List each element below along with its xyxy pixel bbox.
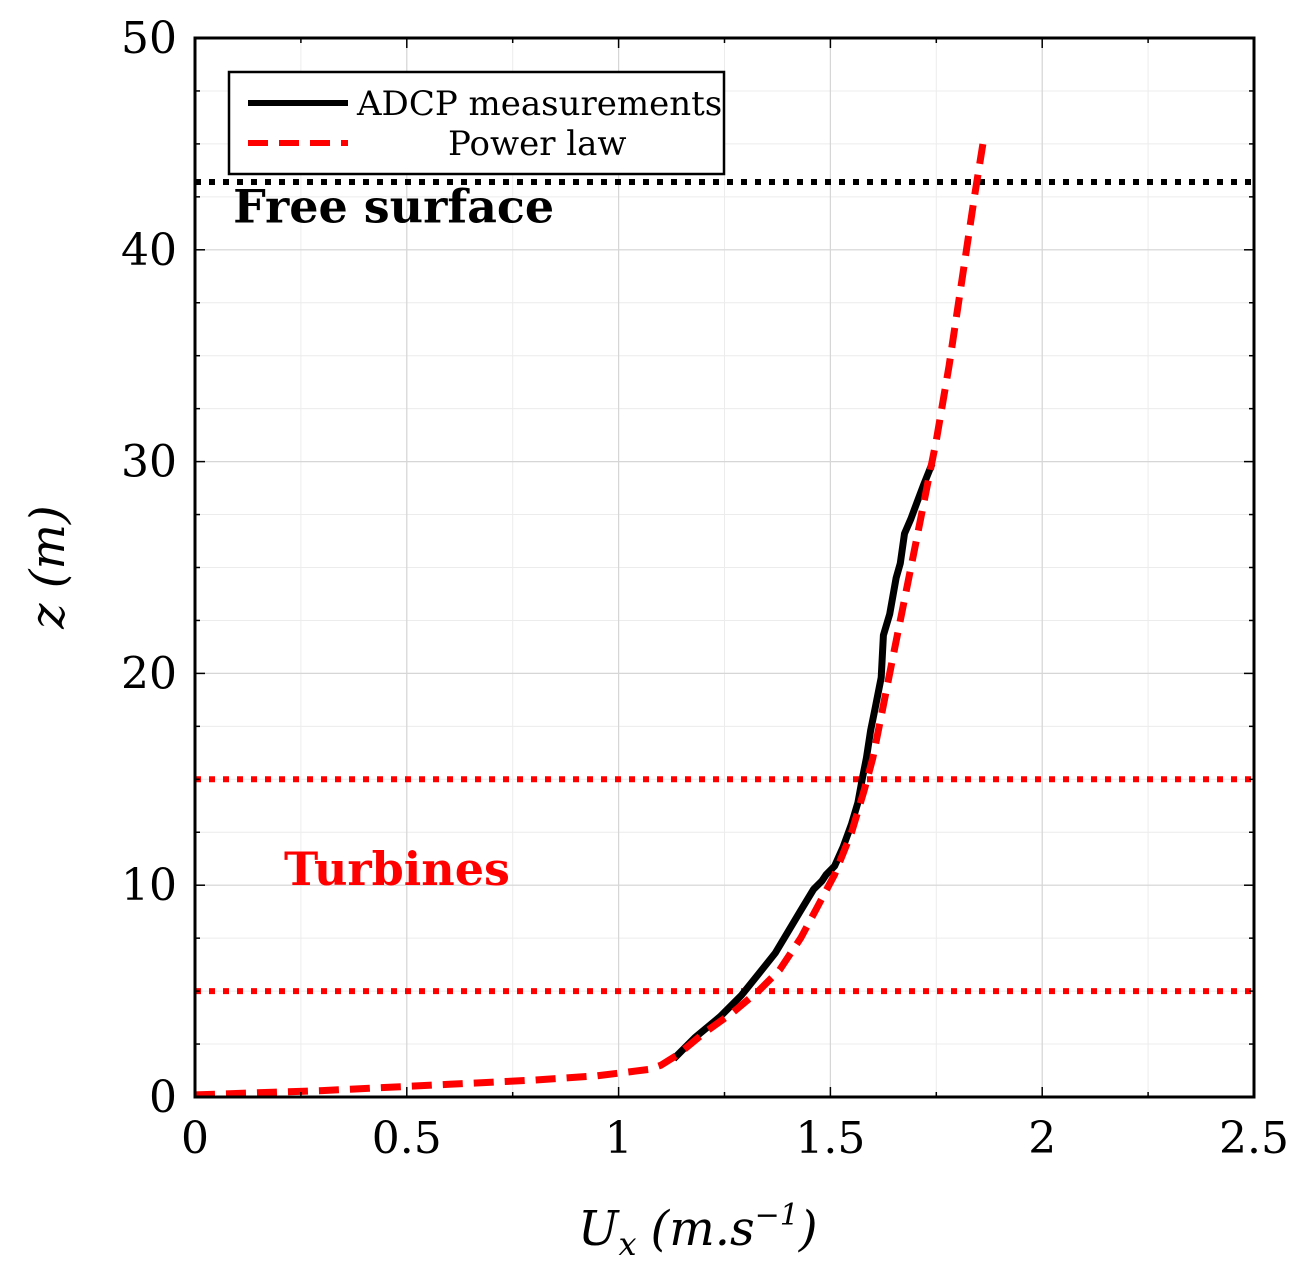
x-tick-label: 0.5 <box>372 1113 442 1164</box>
series-layer <box>194 143 987 1099</box>
y-tick-label: 40 <box>121 225 177 276</box>
x-axis-title: Ux (m.s−1) <box>578 1198 818 1263</box>
x-axis-title-exp: −1 <box>755 1198 799 1233</box>
x-tick-label: 1.5 <box>795 1113 865 1164</box>
series-power-law-line <box>194 143 987 1099</box>
legend-label-adcp: ADCP measurements <box>356 84 722 124</box>
x-tick-label: 2 <box>1028 1113 1056 1164</box>
free-surface-label: Free surface <box>233 179 554 233</box>
annotations: Free surface Turbines <box>233 179 554 896</box>
legend-label-power-law: Power law <box>448 124 627 164</box>
legend-box <box>227 70 726 176</box>
x-tick-label: 0 <box>181 1113 209 1164</box>
y-tick-label: 0 <box>149 1072 177 1123</box>
y-tick-label: 30 <box>121 437 177 488</box>
reference-lines <box>195 179 1254 995</box>
y-tick-label: 50 <box>121 13 177 64</box>
y-axis-title: z (m) <box>20 505 76 630</box>
tick-labels: 0 0.5 1 1.5 2 2.5 0 10 20 30 40 50 <box>121 13 1289 1164</box>
series-adcp-line <box>671 462 936 1062</box>
x-axis-title-close: ) <box>798 1201 818 1257</box>
y-tick-label: 20 <box>121 648 177 699</box>
y-tick-label: 10 <box>121 860 177 911</box>
ticks <box>194 37 1255 1098</box>
x-axis-title-sub: x <box>618 1225 636 1263</box>
x-axis-title-unit: (m.s <box>651 1201 755 1257</box>
legend: ADCP measurements Power law <box>227 70 726 176</box>
turbines-label: Turbines <box>284 842 510 896</box>
x-tick-label: 1 <box>605 1113 633 1164</box>
x-tick-label: 2.5 <box>1219 1113 1289 1164</box>
x-axis-title-main: U <box>578 1201 620 1257</box>
